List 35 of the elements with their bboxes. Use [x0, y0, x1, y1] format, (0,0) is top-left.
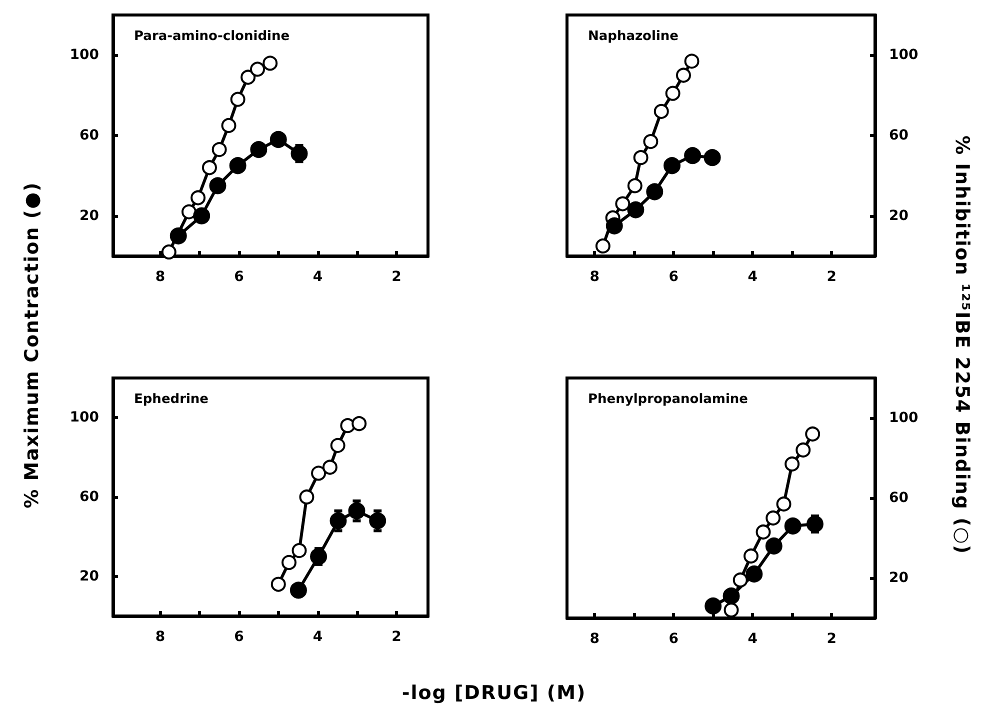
x-tick-label: 4	[312, 629, 323, 645]
x-tick-label: 4	[748, 269, 758, 285]
text: Para-amino-clonidine	[134, 29, 290, 44]
text: Naphazoline	[588, 29, 679, 44]
y-tick-label: 60	[80, 489, 100, 505]
y2-tick-label: 20	[889, 208, 909, 224]
text: Ephedrine	[134, 392, 209, 407]
x-tick-label: 2	[826, 269, 836, 285]
x-tick-label: 6	[234, 269, 244, 285]
x-tick-label: 6	[668, 269, 678, 285]
y-tick-label: 100	[70, 47, 100, 64]
x-tick-label: 2	[826, 631, 836, 647]
y-tick-label: 100	[70, 410, 100, 426]
x-tick-label: 6	[234, 629, 244, 645]
x-tick-label: 6	[668, 631, 678, 647]
y-tick-label: 20	[80, 568, 100, 584]
y2-tick-label: 20	[889, 570, 909, 586]
y2-tick-label: 100	[889, 410, 918, 426]
x-axis-title: -log [DRUG] (M)	[402, 682, 586, 704]
y2-tick-label: 60	[889, 128, 909, 144]
y-tick-label: 60	[80, 128, 100, 144]
y-tick-label: 20	[80, 208, 100, 224]
x-tick-label: 4	[312, 269, 323, 285]
x-tick-label: 2	[392, 629, 402, 645]
y-axis-title: % Maximum Contraction (●)	[21, 182, 43, 508]
x-tick-label: 8	[590, 631, 600, 647]
x-tick-label: 4	[748, 631, 758, 647]
x-tick-label: 8	[155, 629, 166, 645]
x-tick-label: 8	[590, 269, 600, 285]
x-tick-label: 2	[392, 269, 402, 285]
y2-tick-label: 60	[889, 490, 909, 506]
y2-axis-title: % Inhibition ¹²⁵IBE 2254 Binding (○)	[951, 135, 973, 555]
x-tick-label: 8	[155, 269, 166, 285]
text: Phenylpropanolamine	[588, 392, 748, 407]
y2-tick-label: 100	[889, 47, 918, 64]
